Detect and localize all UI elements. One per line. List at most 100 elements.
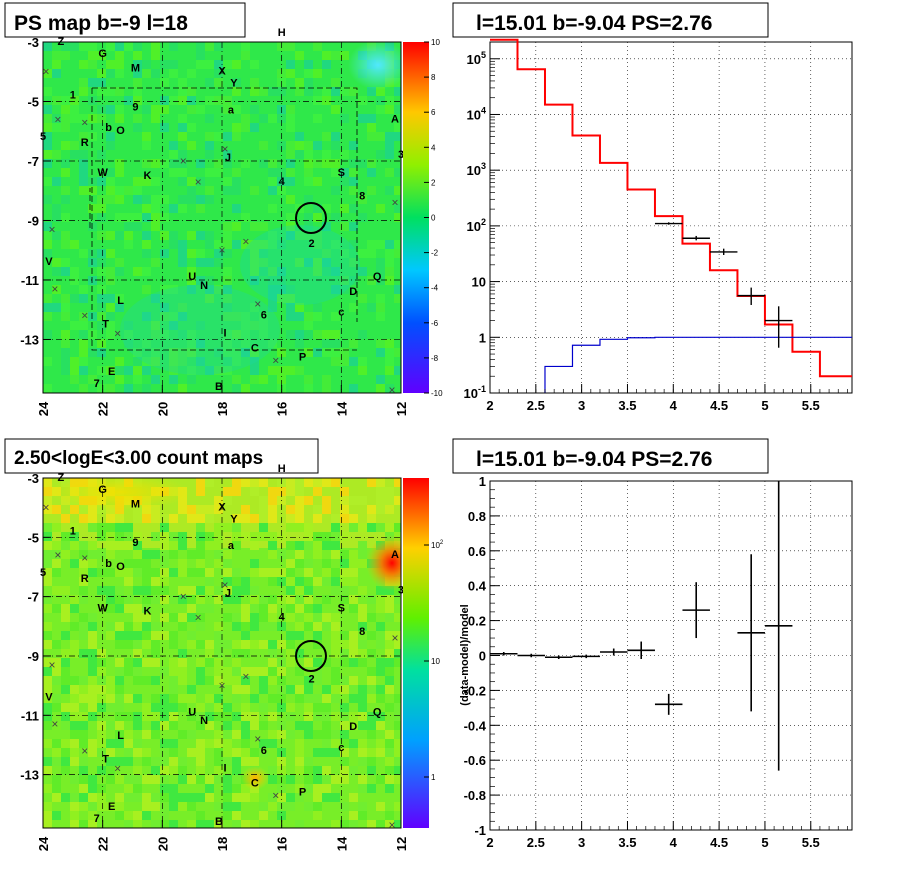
count-map-cross-icon: × [221,578,228,592]
count-map-title-box [4,438,319,474]
ps-map-source-label: C [251,342,259,354]
count-map-source-label: 3 [398,585,404,597]
ps-map-xtick: 24 [36,401,51,416]
residual-xtick: 3 [578,835,585,850]
residual-xtick: 3.5 [618,835,636,850]
ps-map-source-label: R [81,137,89,149]
count-map-cross-icon: × [218,679,225,693]
count-map-source-label: B [215,816,223,828]
count-map-xtick: 14 [334,836,349,851]
count-map-source-label: H [278,463,286,475]
count-map-cross-icon: × [54,548,61,562]
ps-palette-tick: -4 [431,284,439,293]
ps-map-ytick: -13 [20,332,39,347]
residual-xtick: 4.5 [710,835,728,850]
ps-map-source-label: b [105,122,112,134]
count-map-xtick: 20 [155,837,170,851]
ps-map-source-label: P [299,351,306,363]
count-map-source-label: K [143,605,151,617]
count-map-source-label: A [391,549,399,561]
ps-map-source-label: 2 [308,238,314,250]
residual-point [764,481,793,771]
spectrum-xtick: 3.5 [618,398,636,413]
spectrum-panel: l=15.01 b=-9.04 PS=2.76 2 2.5 3 3.5 4 4.5 5 5.5… [452,2,853,413]
residual-ytick: -0.8 [464,788,486,803]
residual-point [682,582,710,639]
count-map-xtick: 12 [394,837,409,851]
model-total-line [490,38,852,378]
count-map-source-label: 2 [308,674,314,686]
count-map-cross-icon: × [81,744,88,758]
ps-map-cross-icon: × [254,297,261,311]
ps-map-title: PS map b=-9 l=18 [14,12,188,35]
ps-map-cross-icon: × [221,142,228,156]
ps-map-cross-icon: × [389,383,396,397]
ps-map-source-label: c [338,307,344,319]
ps-map-xtick: 20 [155,402,170,416]
spectrum-xtick: 4 [670,398,678,413]
count-map-cross-icon: × [254,732,261,746]
count-map-xtick: 22 [96,837,111,851]
count-map-cross-icon: × [392,631,399,645]
count-map-source-label: 4 [279,611,286,623]
residual-ylabel: (data-model)/model [459,604,471,705]
count-map-source-label: S [338,602,345,614]
count-palette [403,478,429,828]
ps-map-source-label: L [117,295,124,307]
count-map-source-label: W [97,602,108,614]
ps-map-cross-icon: × [180,154,187,168]
ps-map-source-label: J [225,152,231,164]
count-map-cross-icon: × [48,658,55,672]
count-map-source-label: N [200,715,208,727]
ps-map-source-label: 1 [70,90,76,102]
ps-map-xtick: 18 [215,402,230,416]
data-point [764,306,793,348]
count-map-ytick: -9 [27,649,39,664]
ps-palette-tick: 8 [431,73,436,82]
count-map-source-label: D [349,721,357,733]
target-circle-count [295,640,327,672]
ps-map-ytick: -7 [27,154,39,169]
ps-map-source-label: 5 [40,131,46,143]
count-map-source-label: U [188,706,196,718]
count-map-source-label: G [98,484,107,496]
count-map-source-label: E [108,801,115,813]
ps-map-source-label: A [391,113,399,125]
count-map-source-label: L [117,730,124,742]
ps-map-source-label: T [102,319,109,331]
residual-xtick: 2 [486,835,493,850]
ps-map-xtick: 22 [96,402,111,416]
count-map-cross-icon: × [180,590,187,604]
count-map-ytick: -11 [21,708,39,723]
count-map-source-label: C [251,777,259,789]
ps-palette-tick: -2 [431,249,439,258]
model-component-line [544,336,852,393]
residual-point [599,648,628,656]
residual-xtick: 4 [670,835,678,850]
ps-map-source-label: M [131,63,140,75]
count-map-ytick: -13 [20,768,39,783]
ps-map-source-label: V [45,256,53,268]
count-map-source-label: 8 [359,626,365,638]
ps-map-source-label: I [223,327,226,339]
residual-point [544,655,573,659]
count-map-cross-icon: × [42,501,49,515]
ps-map-source-label: G [98,48,107,60]
residual-ytick: -1 [474,823,486,838]
ps-map-source-label: D [349,286,357,298]
residual-xtick: 5 [761,835,768,850]
residual-point [572,654,600,659]
spectrum-ytick: 10-1 [464,384,486,401]
residual-ytick: 0.6 [468,544,486,559]
ps-map-cross-icon: × [42,65,49,79]
ps-map-source-label: 6 [261,310,267,322]
count-map-source-label: Y [230,513,238,525]
data-point [682,235,710,241]
ps-palette-tick: -8 [431,354,439,363]
ps-map-source-label: 9 [132,101,138,113]
count-map-cross-icon: × [51,717,58,731]
spectrum-ytick: 103 [467,161,486,178]
ps-map-source-label: Y [230,78,238,90]
count-map-source-label: 1 [70,525,76,537]
data-point [709,248,738,256]
